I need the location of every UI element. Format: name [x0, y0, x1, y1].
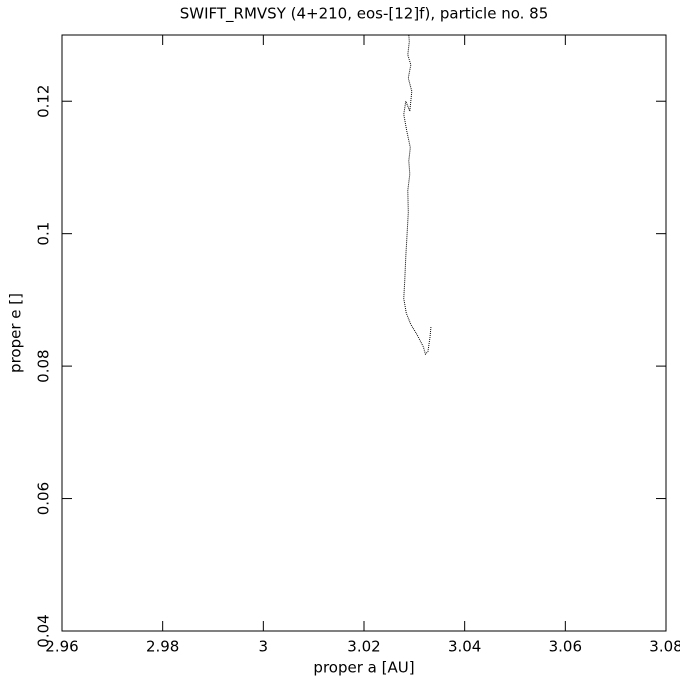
y-tick-label: 0.04 [35, 614, 53, 647]
x-tick-label: 2.96 [45, 638, 78, 656]
x-tick-label: 3 [259, 638, 269, 656]
chart-title: SWIFT_RMVSY (4+210, eos-[12]f), particle… [180, 5, 549, 24]
y-tick-label: 0.08 [35, 349, 53, 382]
y-axis-label: proper e [] [7, 293, 25, 373]
x-tick-label: 3.06 [549, 638, 582, 656]
y-tick-label: 0.1 [35, 222, 53, 246]
y-tick-label: 0.12 [35, 85, 53, 118]
x-tick-label: 3.02 [347, 638, 380, 656]
x-tick-label: 3.08 [649, 638, 680, 656]
x-tick-label: 3.04 [448, 638, 481, 656]
x-axis-label: proper a [AU] [313, 659, 414, 677]
x-tick-label: 2.98 [146, 638, 179, 656]
y-tick-label: 0.06 [35, 482, 53, 515]
plot-frame [61, 34, 667, 632]
trajectory [403, 34, 432, 356]
